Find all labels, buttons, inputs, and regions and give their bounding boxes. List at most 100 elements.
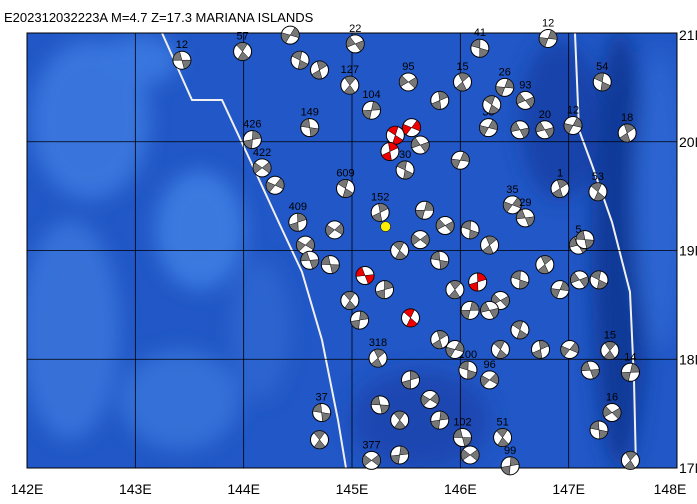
beachball	[493, 428, 513, 448]
depth-label: 16	[606, 392, 618, 404]
compressional-quadrant	[484, 95, 500, 114]
compressional-quadrant	[430, 410, 449, 430]
compressional-quadrant	[621, 363, 640, 382]
beachball	[490, 339, 510, 359]
beachball	[460, 300, 480, 320]
lat-tick-label: 17N	[679, 460, 697, 476]
beachball	[242, 130, 262, 150]
depth-label: 14	[624, 351, 636, 363]
beachball	[563, 115, 583, 135]
beachball	[172, 50, 192, 70]
beachball	[502, 195, 522, 215]
beachball	[280, 25, 300, 45]
beachball	[290, 50, 310, 70]
lon-tick-label: 145E	[336, 481, 369, 497]
depth-label: 35	[506, 184, 518, 196]
compressional-quadrant	[300, 251, 319, 270]
beachball	[430, 250, 450, 270]
compressional-quadrant	[375, 280, 394, 299]
beachball	[385, 125, 405, 145]
compressional-quadrant	[311, 60, 328, 80]
beachball	[430, 410, 450, 430]
compressional-quadrant	[392, 241, 407, 260]
compressional-quadrant	[236, 42, 250, 61]
beachball	[560, 339, 580, 359]
beachball	[355, 266, 375, 286]
compressional-quadrant	[420, 392, 440, 407]
lon-tick-label: 142E	[11, 481, 44, 497]
depth-label: 102	[453, 417, 471, 429]
beachball	[450, 150, 470, 170]
tick-labels: 142E 143E 144E 145E 146E 147E 148E 17N 18N 19N 20N…	[11, 27, 697, 497]
depth-label: 409	[289, 201, 307, 213]
beachball	[401, 370, 420, 390]
compressional-quadrant	[479, 119, 498, 136]
beachball	[395, 160, 415, 180]
compressional-quadrant	[370, 395, 390, 415]
beachball	[435, 215, 455, 235]
depth-label: 22	[349, 23, 361, 35]
beachball	[495, 77, 515, 97]
beachball	[288, 212, 308, 232]
beachball	[340, 75, 360, 95]
compressional-quadrant	[550, 280, 570, 299]
beachball	[468, 272, 488, 292]
beachball	[325, 220, 345, 240]
lon-tick-label: 144E	[227, 481, 260, 497]
depth-label: 37	[316, 392, 328, 404]
compressional-quadrant	[603, 341, 617, 360]
compressional-quadrant	[448, 280, 462, 299]
beachball	[515, 208, 535, 228]
beachball	[390, 241, 410, 260]
beachball	[336, 179, 355, 199]
beachball	[535, 120, 555, 140]
beachball	[310, 430, 329, 450]
beachball	[580, 360, 600, 380]
beachball	[480, 300, 500, 320]
lat-tick-label: 21N	[679, 27, 697, 43]
compressional-quadrant	[460, 448, 480, 461]
compressional-quadrant	[482, 235, 497, 255]
beachball	[460, 445, 480, 465]
compressional-quadrant	[312, 403, 331, 422]
depth-label: 1	[557, 168, 563, 180]
compressional-quadrant	[460, 301, 480, 320]
compressional-quadrant	[402, 120, 421, 136]
beachball	[550, 179, 570, 199]
compressional-quadrant	[461, 220, 479, 240]
beachball	[310, 60, 329, 80]
beachball	[453, 428, 472, 448]
compressional-quadrant	[343, 75, 356, 95]
beachball	[535, 255, 555, 275]
beachball	[620, 362, 640, 382]
beachball	[570, 270, 589, 290]
compressional-quadrant	[431, 91, 449, 110]
beachball	[589, 270, 609, 290]
compressional-quadrant	[415, 201, 434, 220]
compressional-quadrant	[589, 420, 609, 440]
compressional-quadrant	[570, 272, 589, 288]
beachball	[415, 200, 435, 220]
compressional-quadrant	[430, 251, 449, 270]
depth-label: 96	[483, 359, 495, 371]
compressional-quadrant	[495, 78, 514, 97]
compressional-quadrant	[343, 291, 357, 310]
compressional-quadrant	[431, 330, 448, 349]
compressional-quadrant	[602, 405, 622, 420]
compressional-quadrant	[445, 341, 465, 358]
compressional-quadrant	[623, 451, 637, 470]
beachball	[538, 28, 558, 48]
epicenter	[380, 221, 391, 232]
compressional-quadrant	[453, 428, 472, 447]
beachball	[480, 235, 500, 255]
beachball	[430, 90, 450, 110]
beachball	[380, 142, 400, 162]
beachball	[430, 330, 450, 350]
compressional-quadrant	[501, 456, 520, 476]
beachball	[340, 291, 360, 311]
compressional-quadrant	[300, 118, 319, 137]
beachball	[617, 123, 637, 143]
depth-label: 15	[604, 330, 616, 342]
beachball	[233, 41, 253, 61]
